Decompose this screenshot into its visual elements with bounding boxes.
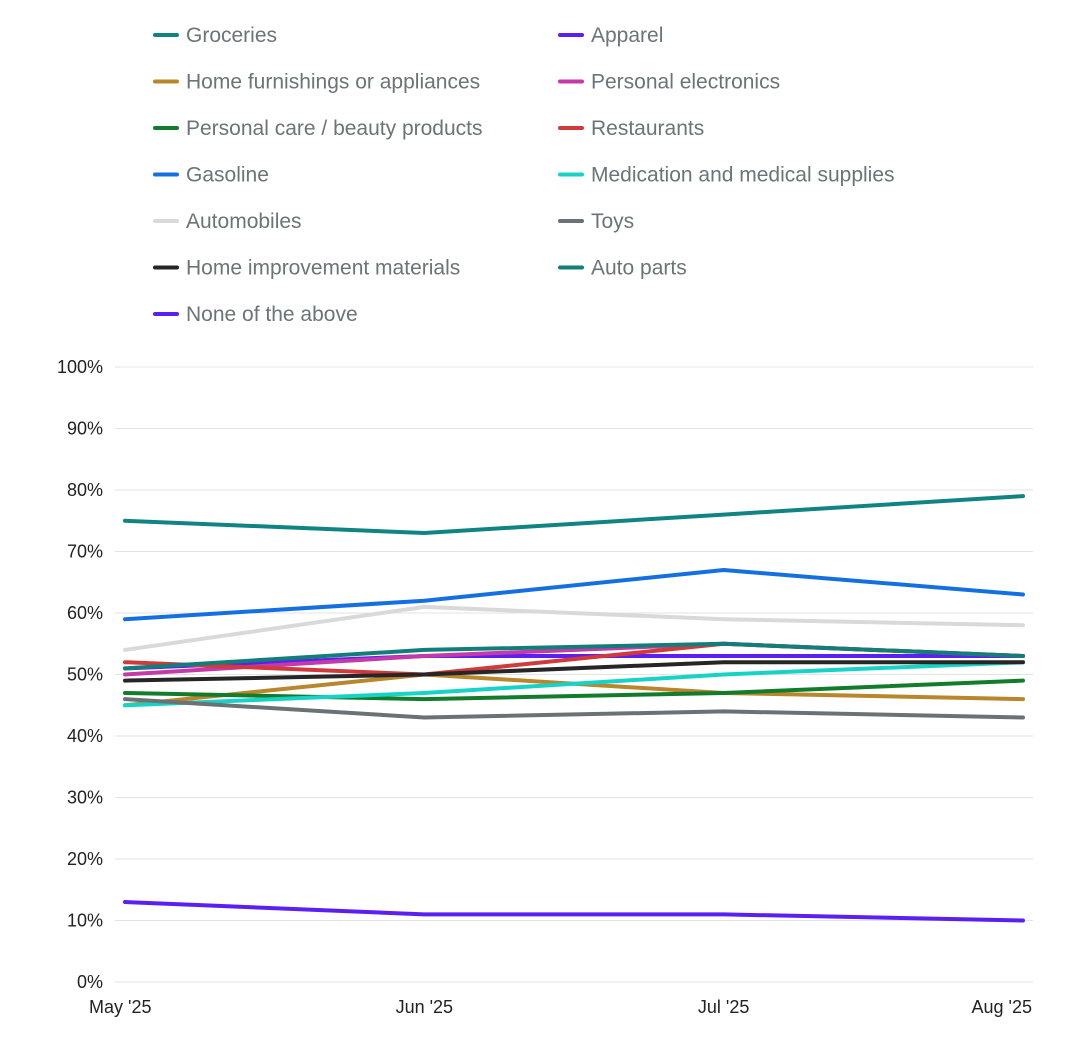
y-tick-label: 20% bbox=[67, 849, 103, 869]
legend-label: Medication and medical supplies bbox=[591, 164, 895, 187]
series-line-gasoline bbox=[123, 568, 1025, 622]
x-tick-label: May '25 bbox=[89, 997, 151, 1017]
legend-label: Auto parts bbox=[591, 257, 687, 280]
legend-label: Restaurants bbox=[591, 117, 704, 140]
legend-item: Personal electronics bbox=[558, 71, 780, 94]
series-line-medication-and-medical-supplies bbox=[123, 660, 1025, 708]
y-tick-label: 40% bbox=[67, 726, 103, 746]
legend-label: Apparel bbox=[591, 24, 663, 47]
legend-item: Home improvement materials bbox=[153, 257, 460, 280]
legend: Groceries Apparel Home furnishings or appl… bbox=[153, 24, 895, 326]
legend-label: Personal electronics bbox=[591, 71, 780, 94]
y-tick-label: 60% bbox=[67, 603, 103, 623]
series-line-toys bbox=[123, 697, 1025, 720]
legend-item: Medication and medical supplies bbox=[558, 164, 895, 187]
y-tick-label: 30% bbox=[67, 788, 103, 808]
legend-item: Personal care / beauty products bbox=[153, 117, 483, 140]
legend-item: Auto parts bbox=[558, 257, 687, 280]
y-tick-label: 100% bbox=[57, 357, 103, 377]
series-line-automobiles bbox=[123, 604, 1025, 652]
x-tick-label: Jun '25 bbox=[396, 997, 453, 1017]
y-tick-label: 70% bbox=[67, 542, 103, 562]
series-line-apparel bbox=[123, 654, 1025, 671]
legend-label: Groceries bbox=[186, 24, 277, 47]
legend-item: Restaurants bbox=[558, 117, 704, 140]
x-tick-label: Aug '25 bbox=[972, 997, 1033, 1017]
legend-item: Toys bbox=[558, 210, 634, 233]
series-line-personal-care-beauty-products bbox=[123, 678, 1025, 702]
series-line-auto-parts bbox=[123, 641, 1025, 671]
legend-item: Groceries bbox=[153, 24, 277, 47]
series-line-none-of-the-above bbox=[123, 900, 1025, 923]
gridlines bbox=[115, 366, 1033, 983]
legend-label: Home improvement materials bbox=[186, 257, 460, 280]
legend-item: Home furnishings or appliances bbox=[153, 71, 480, 94]
legend-label: Personal care / beauty products bbox=[186, 117, 483, 140]
plot-area bbox=[123, 494, 1025, 923]
legend-item: Automobiles bbox=[153, 210, 302, 233]
legend-label: Toys bbox=[591, 210, 634, 233]
legend-item: Apparel bbox=[558, 24, 663, 47]
legend-label: Gasoline bbox=[186, 164, 269, 187]
x-axis: May '25 Jun '25 Jul '25 Aug '25 bbox=[89, 997, 1032, 1017]
legend-item: Gasoline bbox=[153, 164, 269, 187]
y-tick-label: 80% bbox=[67, 480, 103, 500]
series-line-home-improvement-materials bbox=[123, 660, 1025, 683]
series-line-groceries bbox=[123, 494, 1025, 535]
legend-label: Automobiles bbox=[186, 210, 302, 233]
legend-label: Home furnishings or appliances bbox=[186, 71, 480, 94]
legend-item: None of the above bbox=[153, 303, 358, 326]
legend-label: None of the above bbox=[186, 303, 358, 326]
y-tick-label: 10% bbox=[67, 911, 103, 931]
y-tick-label: 90% bbox=[67, 419, 103, 439]
y-tick-label: 50% bbox=[67, 665, 103, 685]
y-axis: 0% 10% 20% 30% 40% 50% 60% 70% 80% 90% 100% bbox=[57, 357, 103, 992]
x-tick-label: Jul '25 bbox=[698, 997, 749, 1017]
y-tick-label: 0% bbox=[77, 972, 103, 992]
